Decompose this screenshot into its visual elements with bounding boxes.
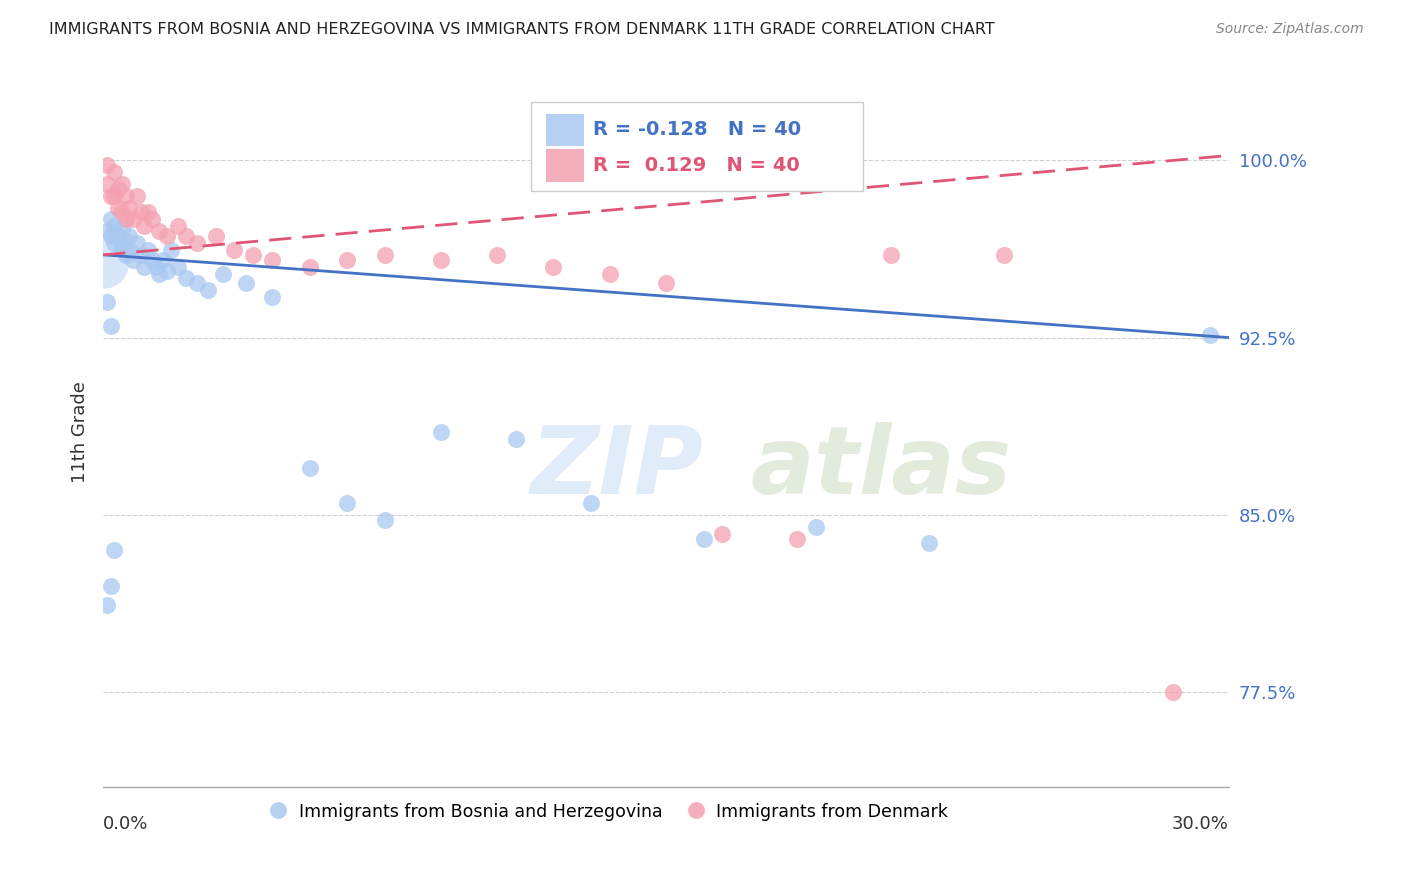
Point — [197, 283, 219, 297]
Point — [134, 219, 156, 234]
Text: IMMIGRANTS FROM BOSNIA AND HERZEGOVINA VS IMMIGRANTS FROM DENMARK 11TH GRADE COR: IMMIGRANTS FROM BOSNIA AND HERZEGOVINA V… — [49, 22, 995, 37]
Point — [100, 212, 122, 227]
Point — [235, 276, 257, 290]
Point — [96, 177, 118, 191]
Point — [336, 252, 359, 267]
Point — [93, 257, 115, 271]
Point — [96, 598, 118, 612]
Point — [136, 243, 159, 257]
Point — [260, 290, 283, 304]
Point — [167, 260, 190, 274]
Point — [100, 188, 122, 202]
Point — [505, 432, 527, 446]
Point — [242, 248, 264, 262]
Point — [111, 177, 134, 191]
Y-axis label: 11th Grade: 11th Grade — [72, 381, 89, 483]
Point — [129, 248, 152, 262]
Point — [486, 248, 509, 262]
Point — [125, 235, 148, 250]
Point — [1161, 685, 1184, 699]
Point — [134, 260, 156, 274]
Point — [993, 248, 1015, 262]
Point — [96, 224, 118, 238]
Point — [107, 201, 129, 215]
Point — [136, 205, 159, 219]
Point — [655, 276, 678, 290]
Point — [148, 267, 170, 281]
Point — [786, 532, 808, 546]
Point — [156, 228, 179, 243]
Point — [111, 205, 134, 219]
Point — [141, 252, 163, 267]
Point — [599, 267, 621, 281]
Point — [174, 271, 197, 285]
Point — [125, 188, 148, 202]
Point — [114, 234, 136, 248]
Point — [186, 235, 208, 250]
FancyBboxPatch shape — [546, 149, 583, 182]
Point — [711, 527, 734, 541]
Point — [107, 228, 129, 243]
FancyBboxPatch shape — [546, 113, 583, 146]
Point — [260, 252, 283, 267]
Point — [103, 188, 125, 202]
Point — [430, 252, 453, 267]
Point — [111, 221, 134, 235]
Point — [918, 536, 941, 550]
Point — [1199, 328, 1222, 343]
Point — [374, 248, 396, 262]
Point — [100, 318, 122, 333]
Point — [212, 267, 235, 281]
Point — [96, 158, 118, 172]
Point — [103, 543, 125, 558]
Point — [159, 243, 181, 257]
Text: 0.0%: 0.0% — [103, 815, 149, 833]
Point — [167, 219, 190, 234]
Point — [880, 248, 903, 262]
Point — [152, 252, 174, 267]
Point — [100, 579, 122, 593]
Point — [298, 260, 321, 274]
Point — [374, 513, 396, 527]
Point — [148, 224, 170, 238]
Text: R = -0.128   N = 40: R = -0.128 N = 40 — [593, 120, 801, 139]
Point — [96, 295, 118, 310]
Point — [430, 425, 453, 440]
Text: atlas: atlas — [751, 422, 1012, 514]
Point — [100, 228, 122, 243]
Point — [103, 165, 125, 179]
FancyBboxPatch shape — [531, 103, 863, 191]
Point — [114, 212, 136, 227]
Point — [114, 188, 136, 202]
Point — [103, 235, 125, 250]
Text: Source: ZipAtlas.com: Source: ZipAtlas.com — [1216, 22, 1364, 37]
Point — [118, 243, 141, 257]
Point — [118, 228, 141, 243]
Point — [336, 496, 359, 510]
Point — [141, 212, 163, 227]
Point — [122, 212, 145, 227]
Point — [204, 228, 226, 243]
Text: R =  0.129   N = 40: R = 0.129 N = 40 — [593, 156, 800, 175]
Point — [298, 460, 321, 475]
Point — [579, 496, 602, 510]
Point — [186, 276, 208, 290]
Point — [692, 532, 714, 546]
Point — [107, 181, 129, 195]
Text: ZIP: ZIP — [531, 422, 704, 514]
Point — [174, 228, 197, 243]
Point — [118, 201, 141, 215]
Point — [129, 205, 152, 219]
Point — [156, 264, 179, 278]
Point — [224, 243, 246, 257]
Point — [114, 248, 136, 262]
Point — [103, 219, 125, 234]
Point — [111, 241, 134, 255]
Legend: Immigrants from Bosnia and Herzegovina, Immigrants from Denmark: Immigrants from Bosnia and Herzegovina, … — [264, 796, 955, 828]
Text: 30.0%: 30.0% — [1173, 815, 1229, 833]
Point — [145, 260, 167, 274]
Point — [543, 260, 565, 274]
Point — [122, 252, 145, 267]
Point — [804, 520, 827, 534]
